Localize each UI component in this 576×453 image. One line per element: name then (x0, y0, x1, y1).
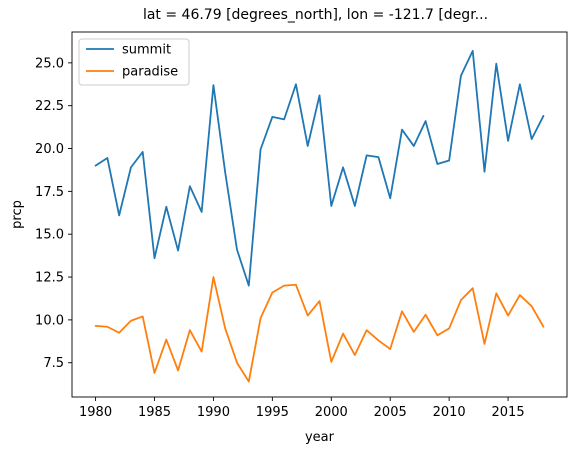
y-tick-label: 15.0 (35, 228, 64, 243)
x-tick-label: 1990 (197, 405, 230, 420)
y-tick-label: 25.0 (35, 56, 64, 71)
chart-title: lat = 46.79 [degrees_north], lon = -121.… (143, 7, 488, 23)
y-tick-label: 20.0 (35, 142, 64, 157)
x-tick-label: 2000 (315, 405, 348, 420)
x-tick-label: 1985 (138, 405, 171, 420)
axes-frame (71, 31, 568, 398)
legend-label-paradise: paradise (122, 65, 178, 80)
y-tick-label: 7.5 (43, 356, 64, 371)
y-tick-label: 12.5 (35, 271, 64, 286)
legend: summit paradise (78, 38, 190, 86)
y-tick-label: 22.5 (35, 99, 64, 114)
y-axis-ticks: 7.5 10.0 12.5 15.0 17.5 20.0 22.5 25.0 (35, 56, 72, 371)
legend-box (78, 38, 190, 86)
y-axis-title: prcp (10, 200, 25, 229)
plot-area (94, 49, 545, 383)
x-axis-ticks: 1980 1985 1990 1995 2000 2005 2010 2015 (79, 397, 525, 420)
x-tick-label: 2005 (374, 405, 407, 420)
x-tick-label: 2010 (433, 405, 466, 420)
x-tick-label: 2015 (492, 405, 525, 420)
series-line-paradise (94, 276, 545, 383)
y-tick-label: 10.0 (35, 313, 64, 328)
y-tick-label: 17.5 (35, 185, 64, 200)
x-tick-label: 1980 (79, 405, 112, 420)
x-tick-label: 1995 (256, 405, 289, 420)
x-axis-title: year (305, 430, 335, 445)
legend-label-summit: summit (122, 43, 171, 58)
series-line-summit (94, 49, 545, 287)
